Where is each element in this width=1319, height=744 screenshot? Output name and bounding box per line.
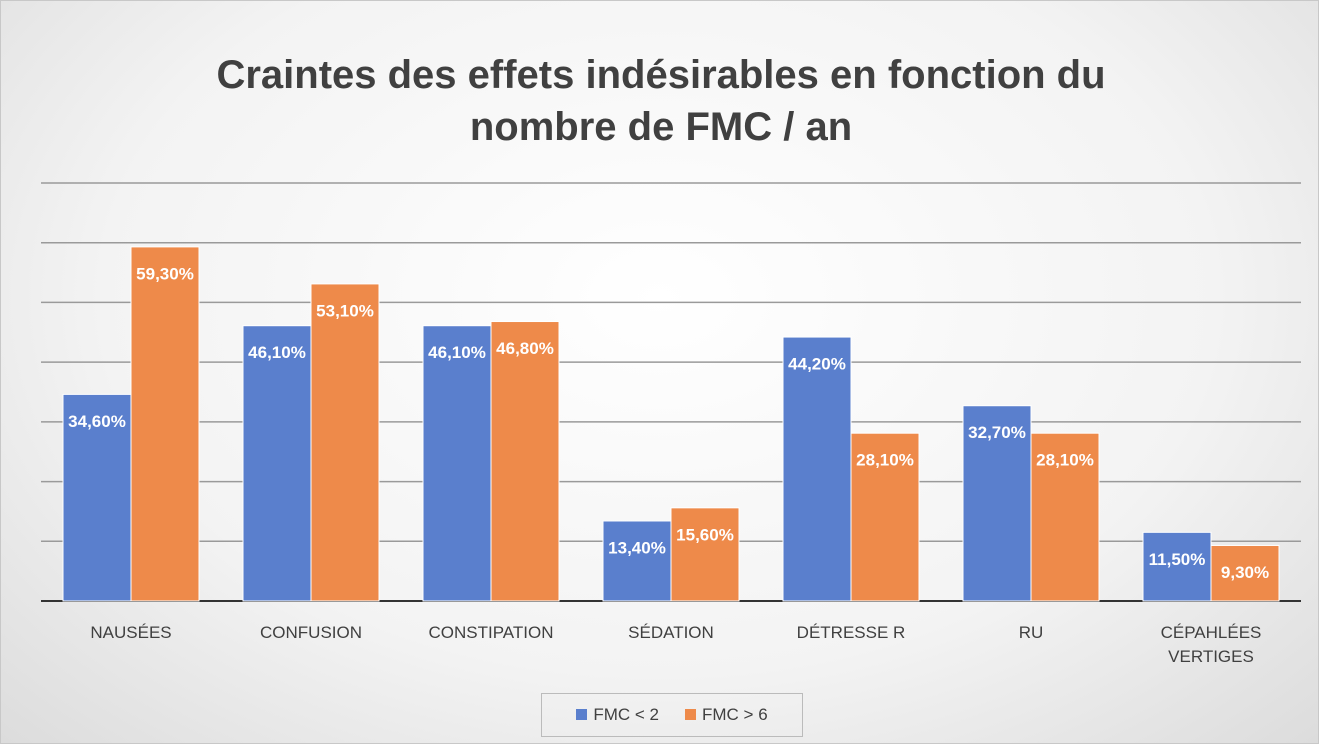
data-label: 46,10% xyxy=(248,343,306,362)
data-label: 34,60% xyxy=(68,412,126,431)
data-label: 13,40% xyxy=(608,538,666,557)
x-tick-label: CONSTIPATION xyxy=(428,623,554,642)
data-label: 32,70% xyxy=(968,423,1026,442)
bar xyxy=(1142,531,1212,602)
bar xyxy=(242,325,312,602)
data-label: 46,80% xyxy=(496,339,554,358)
legend-label: FMC < 2 xyxy=(593,705,659,724)
data-label: 11,50% xyxy=(1149,550,1206,569)
x-tick-label: SÉDATION xyxy=(628,623,714,642)
x-tick-label: NAUSÉES xyxy=(90,623,172,642)
chart-title: Craintes des effets indésirables en fonc… xyxy=(216,53,1106,149)
data-label: 28,10% xyxy=(1036,451,1094,470)
bar xyxy=(310,283,380,602)
x-tick-label: CÉPAHLÉES VERTIGES xyxy=(1160,623,1262,666)
bar xyxy=(490,321,560,602)
legend-item: FMC > 6 xyxy=(685,705,768,725)
x-tick-label: RU xyxy=(1018,623,1044,642)
bar xyxy=(1030,432,1100,602)
x-tick-label: DÉTRESSE R xyxy=(796,623,906,642)
bar xyxy=(850,432,920,602)
x-tick-label: CONFUSION xyxy=(260,623,362,642)
data-label: 53,10% xyxy=(316,301,374,320)
bar xyxy=(670,507,740,602)
data-label: 15,60% xyxy=(676,525,734,544)
data-label: 46,10% xyxy=(428,343,486,362)
data-label: 9,30% xyxy=(1221,563,1269,582)
bar xyxy=(962,405,1032,602)
legend-item: FMC < 2 xyxy=(576,705,659,725)
bar xyxy=(782,336,852,602)
legend-swatch xyxy=(576,709,588,720)
data-label: 59,30% xyxy=(136,264,194,283)
data-label: 28,10% xyxy=(856,451,914,470)
legend-label: FMC > 6 xyxy=(702,705,768,724)
bar xyxy=(1210,544,1280,602)
legend: FMC < 2 FMC > 6 xyxy=(541,693,803,737)
legend-swatch xyxy=(685,709,696,720)
data-label: 44,20% xyxy=(788,355,846,374)
bar xyxy=(130,246,200,602)
bar xyxy=(422,325,492,602)
bar xyxy=(602,520,672,602)
